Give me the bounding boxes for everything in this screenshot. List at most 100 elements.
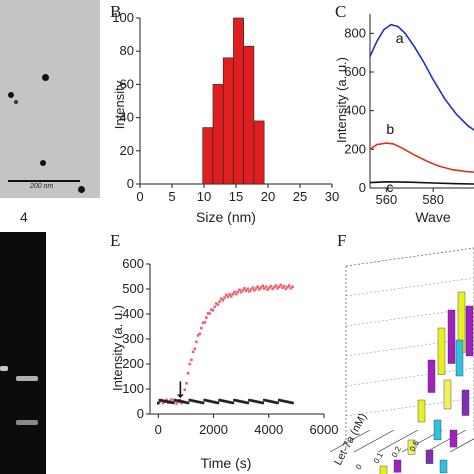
chart-e-point-red: [223, 296, 226, 299]
chart-e-point-red: [193, 347, 197, 351]
chart-e-point-red: [253, 288, 256, 292]
chart-e-point-red: [287, 284, 291, 287]
chart-b-x-tick-label: 30: [325, 189, 339, 204]
panel-label-f: F: [337, 231, 347, 250]
chart-e-point-red: [236, 290, 240, 294]
chart-c-series-c: [369, 180, 474, 185]
chart-f-floor-line: [449, 438, 474, 453]
chart-e-point-red: [219, 297, 223, 300]
chart-b-y-tick-label: 60: [120, 76, 134, 91]
chart-e-point-black: [196, 400, 200, 404]
gel-band: [16, 376, 38, 381]
chart-e-point-black: [178, 399, 182, 403]
chart-e-point-black: [188, 398, 192, 402]
chart-e-point-black: [195, 400, 198, 403]
chart-f-gridline: [345, 277, 474, 297]
chart-e-point-black: [180, 400, 183, 403]
chart-e-point-red: [243, 286, 246, 290]
chart-e-point-black: [236, 399, 240, 403]
panel-label-c: C: [335, 2, 347, 21]
chart-e-point-red: [256, 285, 260, 289]
chart-e-point-red: [218, 300, 221, 303]
chart-c-xlabel: Wave: [415, 209, 450, 225]
chart-b-bar: [202, 127, 214, 185]
tem-particle: [14, 100, 18, 104]
chart-e-point-black: [268, 399, 271, 403]
chart-f-frame: [345, 247, 474, 450]
chart-e-point-black: [198, 400, 202, 404]
chart-e-point-black: [221, 399, 225, 403]
chart-e-point-black: [205, 399, 208, 402]
chart-e-point-black: [272, 400, 276, 404]
chart-e-point-red: [259, 286, 263, 289]
chart-e-point-black: [158, 398, 162, 402]
chart-e-point-black: [173, 398, 177, 402]
panel-label-e: E: [110, 231, 121, 250]
chart-e-point-red: [203, 321, 206, 324]
chart-e-point-black: [241, 400, 245, 404]
chart-e-point-black: [210, 400, 213, 403]
chart-e-point-black: [170, 401, 173, 404]
chart-f-bar: [449, 429, 458, 448]
chart-e-point-black: [208, 399, 211, 403]
chart-e-point-black: [176, 399, 180, 403]
chart-e-point-red: [239, 290, 243, 294]
chart-f-bar: [425, 449, 434, 464]
chart-f-gridline: [345, 397, 474, 417]
chart-e-point-red: [271, 287, 274, 291]
chart-e-point-black: [201, 401, 205, 405]
chart-e-point-black: [181, 400, 185, 404]
tem-scale-text: 200 nm: [30, 183, 54, 190]
chart-c-y-tick-label: 800: [344, 25, 366, 40]
chart-f-bar: [407, 439, 416, 455]
chart-e-point-black: [185, 401, 188, 404]
chart-b-y-tick-label: 100: [112, 10, 134, 25]
chart-e-point-red: [266, 288, 269, 291]
chart-c-x-tick-label: 560: [376, 192, 398, 207]
chart-f-floor-line: [425, 429, 467, 453]
chart-e-point-red: [282, 284, 286, 288]
chart-c-label-b: b: [386, 121, 394, 137]
chart-e-point-red: [284, 287, 288, 291]
chart-e-xlabel: Time (s): [201, 455, 252, 471]
chart-e-point-red: [200, 326, 203, 330]
chart-f-tick-label: 0.2: [390, 444, 403, 459]
chart-e-point-red: [165, 398, 168, 402]
chart-e-point-black: [254, 400, 258, 403]
chart-e-point-black: [223, 399, 226, 403]
chart-e-point-black: [228, 400, 231, 404]
chart-f-bar: [455, 339, 464, 377]
chart-e-point-red: [216, 303, 220, 306]
chart-b-bar: [212, 84, 224, 185]
chart-e-point-red: [228, 293, 231, 296]
chart-c-y-tick-label: 600: [344, 64, 366, 79]
chart-e-point-red: [276, 286, 279, 290]
chart-e-point-black: [165, 400, 168, 403]
chart-e-point-black: [233, 398, 236, 402]
chart-e-point-black: [277, 398, 281, 402]
chart-e-point-red: [170, 398, 173, 401]
chart-e-point-black: [203, 398, 206, 402]
chart-b: Intensity Size (nm) 0 5 10 15 20 25 30 0 20 40 60 8…: [112, 10, 339, 225]
chart-f-axis-label: Let-7a (nM): [332, 412, 369, 468]
chart-e-y-tick-label: 600: [122, 256, 144, 271]
chart-e-point-red: [224, 293, 228, 297]
chart-e-point-red: [208, 312, 211, 315]
chart-e-y-tick-label: 400: [122, 306, 144, 321]
chart-e-point-black: [186, 401, 190, 405]
chart-c: Intensity (a. u.) Wave 0 200 400 600 800 560 5…: [334, 14, 474, 225]
chart-e-point-red: [175, 402, 178, 405]
chart-e-point-red: [229, 295, 233, 298]
chart-e-point-red: [234, 292, 238, 296]
chart-e-point-red: [186, 371, 190, 375]
chart-e-point-red: [185, 382, 188, 385]
tem-scale-bar: [8, 180, 80, 182]
chart-c-series-a: [369, 23, 474, 131]
chart-e-point-black: [246, 401, 250, 405]
chart-e-point-black: [282, 399, 286, 403]
chart-e-point-black: [166, 400, 170, 404]
chart-e-point-black: [234, 399, 238, 402]
chart-e-point-red: [269, 284, 273, 288]
chart-e-point-black: [261, 401, 264, 405]
chart-f-bar: [461, 389, 470, 416]
